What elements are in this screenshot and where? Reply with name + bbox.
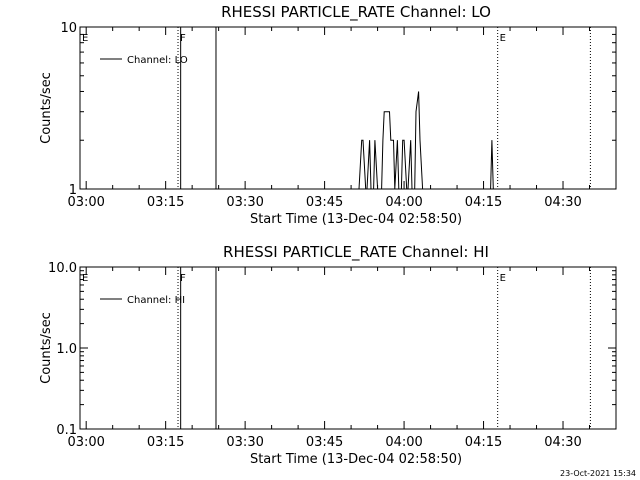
legend-label: Channel: LO xyxy=(127,55,188,66)
x-axis-label: Start Time (13-Dec-04 02:58:50) xyxy=(250,452,462,467)
event-marker-label: E xyxy=(500,273,506,284)
data-series-line xyxy=(358,91,494,190)
chart-title: RHESSI PARTICLE_RATE Channel: LO xyxy=(221,3,491,22)
y-tick-label: 0.1 xyxy=(56,423,77,438)
event-marker-label: F xyxy=(180,273,186,284)
plot-timestamp: 23-Oct-2021 15:34 xyxy=(560,469,636,478)
y-tick-label: 1 xyxy=(69,183,77,198)
y-axis-label: Counts/sec xyxy=(39,72,54,144)
event-marker-label: E xyxy=(82,33,88,44)
x-tick-label: 03:15 xyxy=(147,435,184,450)
x-axis-label: Start Time (13-Dec-04 02:58:50) xyxy=(250,212,462,227)
plot-frame xyxy=(79,26,617,190)
x-tick-label: 04:30 xyxy=(544,195,581,210)
x-tick-label: 03:00 xyxy=(67,435,104,450)
y-tick-label: 1.0 xyxy=(56,342,77,357)
x-tick-label: 03:30 xyxy=(226,435,263,450)
x-tick-label: 04:00 xyxy=(385,195,422,210)
event-marker-label: F xyxy=(180,33,186,44)
x-tick-label: 03:45 xyxy=(306,435,343,450)
x-tick-label: 04:15 xyxy=(465,435,502,450)
x-tick-label: 03:15 xyxy=(147,195,184,210)
event-marker-label: E xyxy=(500,33,506,44)
x-tick-label: 04:30 xyxy=(544,435,581,450)
y-tick-label: 10 xyxy=(60,21,77,36)
y-axis-label: Counts/sec xyxy=(39,312,54,384)
plot-frame xyxy=(79,266,617,430)
chart-title: RHESSI PARTICLE_RATE Channel: HI xyxy=(223,243,489,262)
x-tick-label: 04:00 xyxy=(385,435,422,450)
legend-label: Channel: HI xyxy=(127,295,185,306)
x-tick-label: 03:30 xyxy=(226,195,263,210)
y-tick-label: 10.0 xyxy=(48,261,77,276)
x-tick-label: 04:15 xyxy=(465,195,502,210)
x-tick-label: 03:45 xyxy=(306,195,343,210)
event-marker-label: E xyxy=(82,273,88,284)
x-tick-label: 03:00 xyxy=(67,195,104,210)
